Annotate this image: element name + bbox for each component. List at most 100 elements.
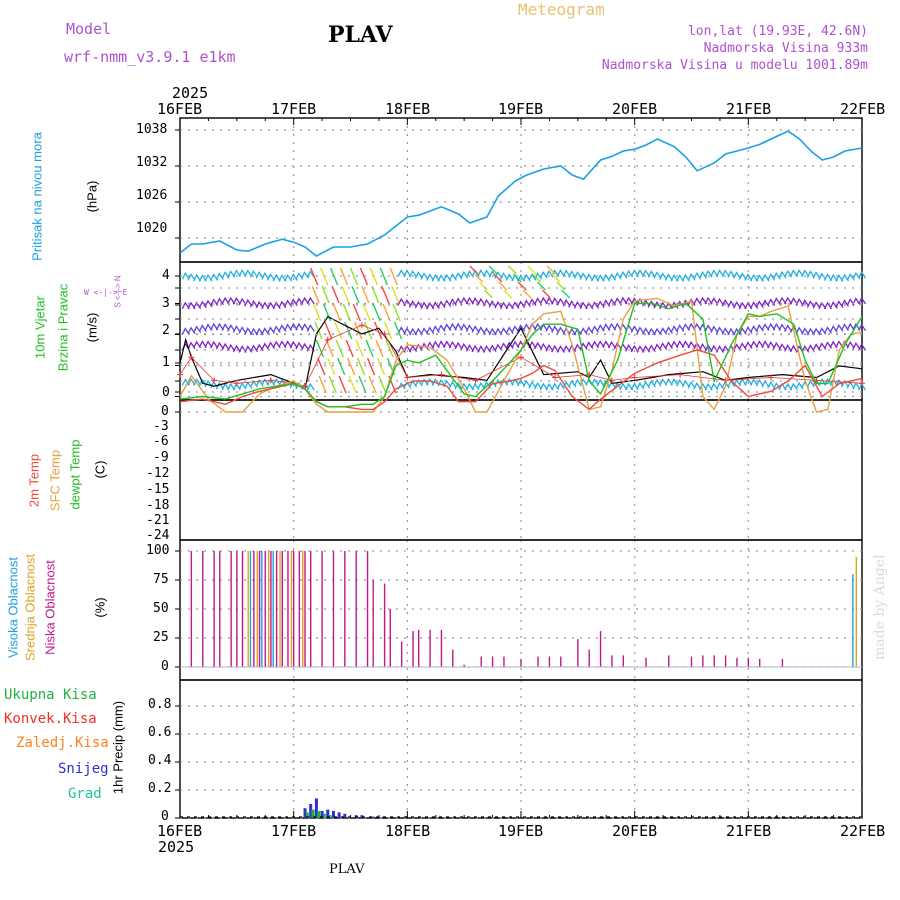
precip-bar [326, 809, 330, 818]
top-tick-5: 21FEB [726, 100, 772, 118]
wind-burst-barb [375, 339, 384, 358]
lonlat-label: lon,lat (19.93E, 42.6N) [687, 24, 868, 39]
wind-burst-barb [351, 285, 360, 304]
precip-bar [320, 811, 324, 818]
wind-burst-barb [322, 303, 332, 322]
top-tick-1: 17FEB [271, 100, 317, 118]
wind-burst-barb [385, 339, 394, 358]
temp-ytick-m6: -6 [153, 434, 169, 449]
wind-burst-barb [556, 281, 566, 291]
meteogram-title: Meteogram [518, 0, 605, 19]
wind-burst-barb [368, 375, 377, 394]
pressure-ytick-1020: 1020 [136, 221, 168, 236]
wind-burst-barb [551, 273, 561, 283]
year-label-bottom: 2025 [158, 838, 195, 856]
bottom-tick-0: 16FEB [157, 822, 203, 840]
wind-burst-barb [374, 321, 383, 340]
cloud-ytick-50: 50 [153, 601, 169, 616]
wind-burst-barb [379, 267, 388, 286]
wind-burst-barb [364, 321, 373, 340]
wind-compass: W <-|-> E [84, 288, 128, 297]
temp-ytick-m24: -24 [146, 528, 170, 543]
wind-burst-barb [541, 289, 551, 299]
precip-frame [179, 679, 863, 819]
wind-burst-barb [365, 339, 374, 358]
wind-burst-barb [335, 339, 344, 358]
wind-burst-barb [358, 375, 367, 394]
pressure-ytick-1038: 1038 [136, 122, 168, 137]
precip-bar [337, 812, 341, 818]
temp-ytick-m21: -21 [146, 513, 170, 528]
wind-burst-barb [355, 339, 364, 358]
wind-burst-barb [344, 321, 353, 340]
dewpt-temp-line [179, 302, 863, 408]
model-name: wrf-nmm_v3.9.1 e1km [64, 48, 236, 66]
bottom-tick-1: 17FEB [271, 822, 317, 840]
wind-burst-barb [366, 357, 376, 376]
wind-burst-barb [324, 321, 333, 340]
precip-bar [311, 809, 315, 818]
wind-burst-barb [337, 357, 346, 376]
footer-station: PLAV [329, 862, 365, 877]
wind-burst-barb [332, 303, 342, 322]
wind-burst-barb [546, 265, 556, 275]
wind-burst-barb [527, 265, 537, 275]
wind-burst-barb [362, 303, 371, 322]
wind-burst-barb [532, 273, 542, 283]
wind-burst-barb [327, 357, 336, 376]
wind-ytick-0: 0 [162, 385, 170, 400]
precip-bar [305, 812, 309, 818]
cloud-ytick-0: 0 [161, 659, 169, 674]
precip-ytick-0: 0 [161, 809, 169, 824]
bottom-tick-3: 19FEB [498, 822, 544, 840]
bottom-tick-4: 20FEB [612, 822, 658, 840]
year-label-top: 2025 [172, 84, 209, 102]
temp-ytick-0: 0 [161, 404, 169, 419]
precip-legend-conv: Konvek.Kisa [4, 711, 97, 727]
wind-burst-barb [369, 267, 379, 286]
wind-burst-barb [537, 281, 546, 291]
wind-burst-barb [356, 357, 366, 376]
wind-burst-barb [348, 375, 357, 394]
precip-ytick-08: 0.8 [148, 697, 172, 712]
wind-burst-barb [318, 375, 327, 394]
temp-ytick-m12: -12 [146, 466, 170, 481]
wind-burst-barb [361, 285, 370, 304]
wind-burst-barb [561, 289, 571, 299]
wind-burst-barb [341, 285, 350, 304]
precip-bar [309, 804, 313, 818]
pressure-line [179, 130, 863, 257]
wind-burst-barb [317, 357, 326, 376]
top-tick-4: 20FEB [612, 100, 658, 118]
wind-burst-barb [389, 267, 398, 286]
wind-burst-barb [372, 303, 381, 322]
wind-burst-barb [331, 285, 340, 304]
wind-burst-barb [381, 285, 390, 304]
wind-burst-barb [493, 273, 503, 283]
wind-burst-barb [329, 267, 339, 286]
wind-burst-barb [498, 281, 508, 291]
precip-bar [303, 808, 307, 818]
wind-gust-line [179, 324, 863, 387]
wind-burst-barb [321, 285, 330, 304]
model-elevation-label: Nadmorska Visina u modelu 1001.89m [601, 58, 868, 73]
cloud-ytick-75: 75 [153, 572, 169, 587]
wind-burst-barb [347, 357, 356, 376]
wind-burst-barb [334, 321, 343, 340]
cloud-ytick-100: 100 [146, 543, 170, 558]
wind-burst-barb [338, 375, 347, 394]
top-tick-3: 19FEB [498, 100, 544, 118]
wind-burst-barb [312, 303, 322, 322]
wind-burst-barb [371, 285, 380, 304]
wind-ytick-3: 3 [162, 296, 170, 311]
temp-ytick-m9: -9 [153, 450, 169, 465]
pressure-ytick-1026: 1026 [136, 188, 168, 203]
precip-bar [317, 811, 321, 818]
precip-bar [371, 816, 375, 818]
model-label: Model [66, 20, 112, 38]
wind-burst-barb [383, 321, 393, 340]
wind-burst-barb [503, 289, 513, 299]
precip-bar [322, 813, 326, 818]
wind-barb-row [181, 269, 867, 282]
wind-burst-barb [345, 339, 354, 358]
